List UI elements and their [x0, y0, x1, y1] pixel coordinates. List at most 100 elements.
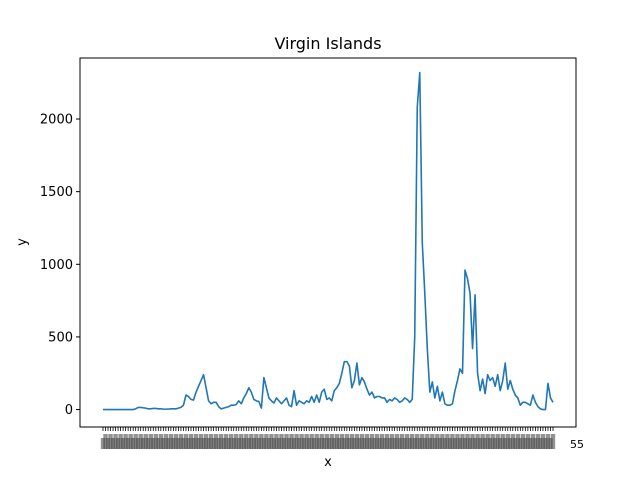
x-tick-label [317, 438, 322, 449]
x-tick-label [503, 438, 508, 449]
plot-frame [79, 57, 577, 428]
x-tick-label [492, 438, 498, 449]
x-tick-label [437, 438, 443, 449]
x-tick-label [108, 434, 113, 449]
x-tick-label [394, 434, 400, 449]
x-tick-label [206, 438, 211, 449]
x-tick-label [357, 438, 362, 449]
x-tick-label [500, 434, 505, 449]
x-tick-label [196, 438, 201, 449]
x-tick-label [161, 438, 166, 449]
x-tick-label [425, 434, 430, 449]
x-tick-label [452, 438, 458, 449]
x-tick-label [176, 438, 181, 449]
x-tick-label [143, 434, 148, 449]
x-tick-label [286, 438, 292, 449]
x-tick-label [191, 438, 196, 449]
x-tick-label [467, 438, 473, 449]
x-tick-label [213, 434, 219, 449]
x-tick-label [475, 434, 480, 449]
x-tick-label [515, 434, 521, 449]
x-tick-label [291, 438, 297, 449]
x-axis: 55 [100, 427, 584, 451]
x-tick-label [480, 434, 485, 449]
x-tick-label [337, 438, 342, 449]
x-tick-label [123, 434, 128, 449]
x-tick-label [138, 434, 143, 449]
x-tick-label [349, 434, 355, 449]
x-tick-label [186, 438, 191, 449]
x-tick-label [508, 438, 513, 449]
x-tick-label [399, 434, 405, 449]
x-tick-label [256, 438, 262, 449]
x-tick-label [223, 434, 229, 449]
x-tick-label [470, 434, 475, 449]
x-tick-label [158, 434, 164, 449]
x-tick-label [477, 438, 483, 449]
x-tick-label [236, 438, 241, 449]
x-tick-label [309, 434, 314, 449]
x-tick-label [218, 434, 224, 449]
x-tick-label [382, 438, 387, 449]
x-tick-label [311, 438, 317, 449]
x-tick-label [525, 434, 531, 449]
x-tick-label [276, 438, 282, 449]
x-tick-label [166, 438, 171, 449]
x-tick-label [354, 434, 360, 449]
x-tick-label [389, 434, 395, 449]
x-tick-label [369, 434, 375, 449]
x-tick-label [362, 438, 367, 449]
x-tick-label [266, 438, 272, 449]
x-tick-label [239, 434, 244, 449]
y-axis-label: y [15, 238, 30, 246]
x-tick-label [520, 434, 526, 449]
x-tick-label [130, 438, 136, 449]
x-tick-label [254, 434, 259, 449]
x-tick-label [125, 438, 131, 449]
x-tick-label [261, 438, 267, 449]
x-tick-label [153, 434, 158, 449]
x-tick-label [377, 438, 382, 449]
x-tick-label [241, 438, 246, 449]
x-tick-label [412, 438, 417, 449]
x-tick-label [505, 434, 510, 449]
x-tick-label [422, 438, 427, 449]
y-tick-label: 500 [48, 330, 73, 345]
x-tick-label [533, 438, 538, 449]
x-tick-label [543, 438, 548, 449]
x-tick-label [146, 438, 151, 449]
x-tick-label [450, 434, 455, 449]
x-tick-label [181, 438, 186, 449]
x-tick-label [472, 438, 478, 449]
x-tick-label [156, 438, 161, 449]
x-tick-label [530, 434, 536, 449]
x-tick-label [379, 434, 385, 449]
x-tick-label [289, 434, 294, 449]
x-tick-label [105, 438, 111, 449]
x-tick-label [178, 434, 184, 449]
x-tick-label [115, 438, 121, 449]
x-tick-label [407, 438, 412, 449]
x-tick-label [510, 434, 515, 449]
x-tick-label [100, 438, 106, 449]
x-tick-label [231, 438, 236, 449]
x-tick-label [465, 434, 470, 449]
x-tick-label [462, 438, 468, 449]
x-tick-label [498, 438, 503, 449]
x-tick-label [440, 434, 445, 449]
x-tick-label [518, 438, 523, 449]
x-tick-label [128, 434, 133, 449]
x-tick-label [168, 434, 174, 449]
x-tick-label [284, 434, 289, 449]
x-tick-label [528, 438, 533, 449]
x-tick-label [301, 438, 307, 449]
x-tick-label [322, 438, 327, 449]
x-tick-label [118, 434, 123, 449]
x-tick-label [410, 434, 415, 449]
x-tick-label [216, 438, 221, 449]
x-tick-label [148, 434, 153, 449]
x-tick-label [201, 438, 206, 449]
x-tick-label [540, 434, 546, 449]
x-tick-label [221, 438, 226, 449]
x-tick-label [417, 438, 422, 449]
